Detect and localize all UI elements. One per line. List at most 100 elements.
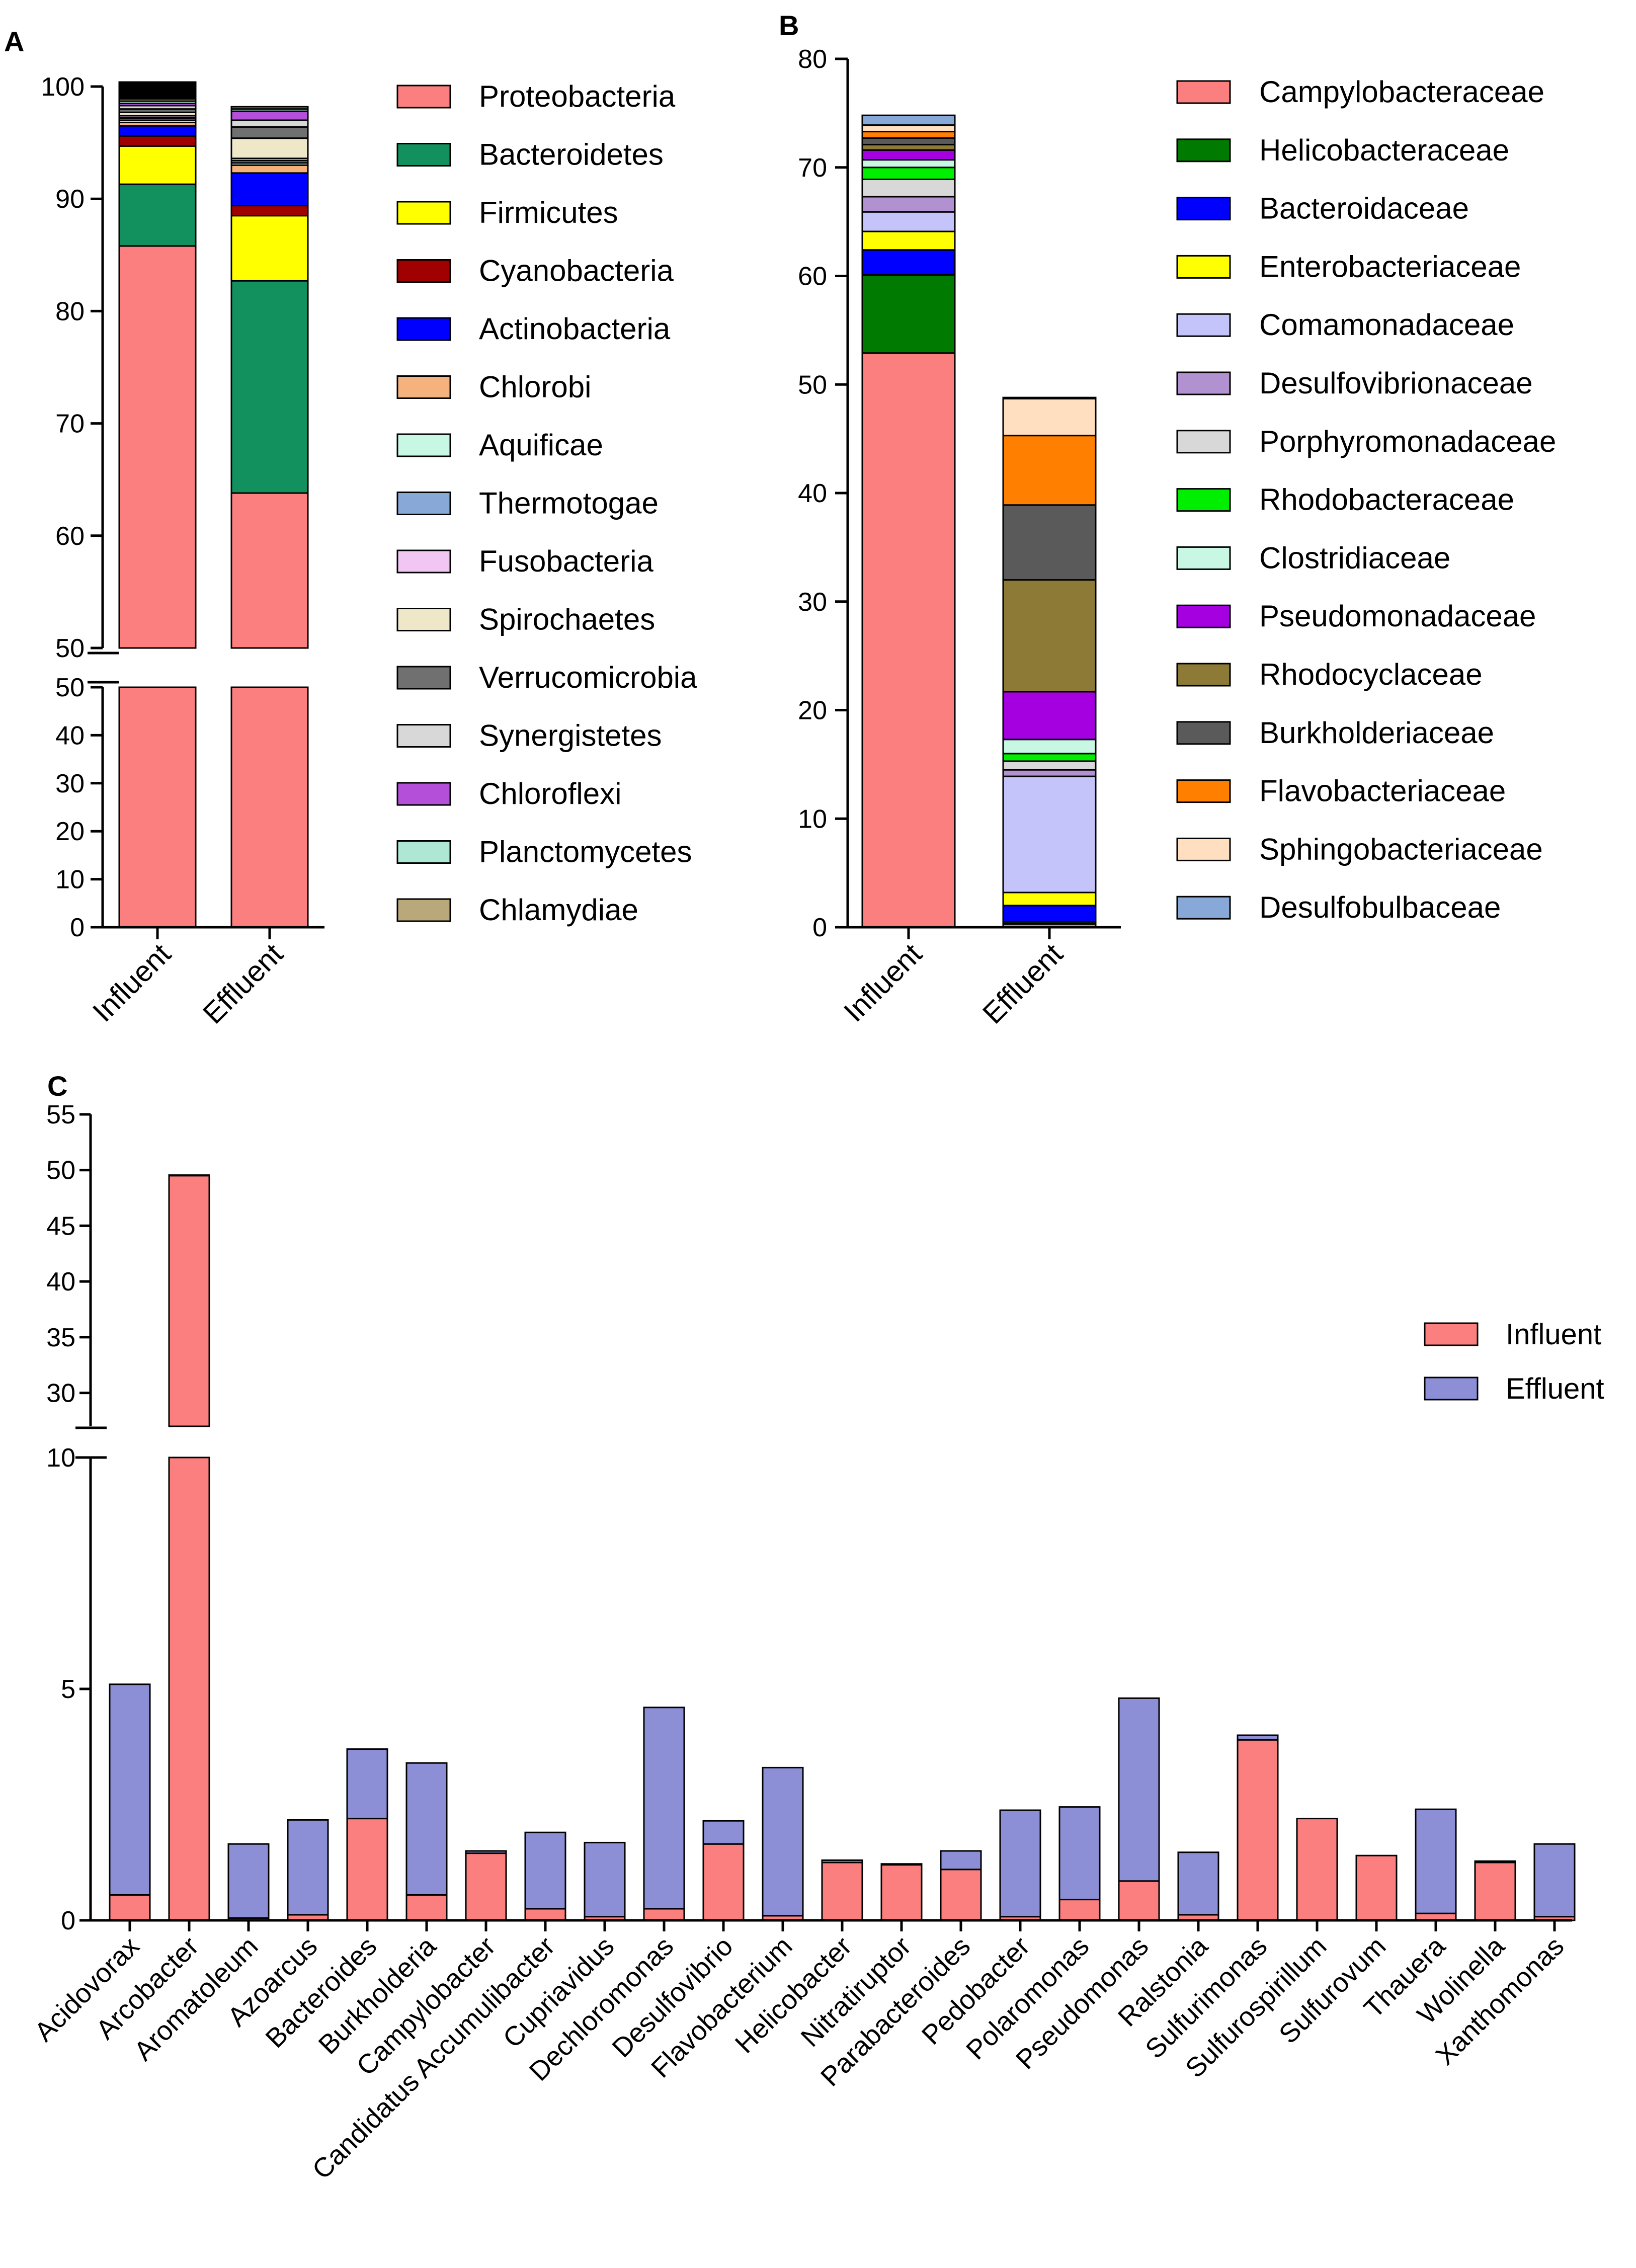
legend-swatch-a — [396, 317, 451, 341]
y-tick-label: 80 — [798, 45, 827, 74]
legend-label-a: Cyanobacteria — [479, 254, 674, 288]
y-tick-label-lower: 50 — [55, 673, 85, 702]
y-tick-label-lower: 20 — [55, 817, 85, 846]
bar-c-bacteroides-influent-lower — [346, 1818, 388, 1921]
bar-c-sulfurimonas-effluent-lower — [1237, 1734, 1279, 1741]
y-tick-label: 40 — [798, 479, 827, 508]
bar-c-campylobacter-influent-lower — [465, 1852, 507, 1921]
bar-c-parabacteroides-influent-lower — [940, 1869, 982, 1921]
legend-label-a: Bacteroidetes — [479, 138, 664, 172]
y-tick-label-upper: 60 — [55, 522, 85, 551]
bar-b-influent-comamonadaceae — [861, 211, 956, 232]
legend-swatch-b — [1176, 721, 1231, 745]
bar-c-dechloromonas-effluent-lower — [643, 1707, 685, 1910]
bar-b-influent-campylobacteraceae — [861, 352, 956, 928]
legend-label-b: Enterobacteriaceae — [1259, 250, 1521, 283]
bar-c-desulfovibrio-influent-lower — [702, 1843, 745, 1921]
bar-b-effluent-desulfobulbaceae — [1002, 396, 1097, 399]
bar-a-effluent-chlamydiae-upper — [230, 106, 309, 110]
legend-swatch-b — [1176, 837, 1231, 861]
y-tick-label-upper: 80 — [55, 297, 85, 326]
legend-swatch-a — [396, 549, 451, 574]
y-tick-label-upper: 50 — [55, 634, 85, 663]
legend-label-b: Bacteroidaceae — [1259, 192, 1469, 225]
legend-label-a: Thermotogae — [479, 487, 659, 520]
bar-b-effluent-desulfovibrionaceae — [1002, 769, 1097, 777]
y-tick-label: 70 — [798, 153, 827, 183]
bar-b-influent-porphyromonadaceae — [861, 178, 956, 198]
bar-c-polaromonas-influent-lower — [1058, 1899, 1101, 1921]
bar-c-bacteroides-effluent-lower — [346, 1748, 388, 1820]
bar-b-influent-enterobacteriaceae — [861, 230, 956, 251]
bar-a-influent-proteobacteria-lower — [118, 686, 197, 928]
legend-swatch-a — [396, 608, 451, 631]
bar-c-arcobacter-influent-upper — [168, 1175, 210, 1427]
bar-a-influent-actinobacteria-upper — [118, 125, 197, 137]
legend-label-a: Actinobacteria — [479, 312, 671, 346]
legend-swatch-b — [1176, 371, 1231, 395]
axis-break-gap — [70, 1428, 252, 1456]
y-tick-label: 20 — [798, 696, 827, 725]
bar-c-pedobacter-effluent-lower — [999, 1809, 1041, 1918]
bar-c-sulfurovum-influent-lower — [1355, 1854, 1398, 1921]
bar-c-candidatus-accumulibacter-effluent-lower — [524, 1831, 566, 1910]
y-tick-label-lower: 5 — [61, 1675, 75, 1704]
legend-swatch-a — [396, 85, 451, 109]
bar-c-thauera-effluent-lower — [1415, 1808, 1457, 1914]
bar-a-influent-proteobacteria-upper — [118, 245, 197, 649]
y-tick-label-upper: 100 — [41, 72, 85, 102]
y-tick-label-upper: 50 — [46, 1156, 75, 1185]
legend-swatch-a — [396, 666, 451, 690]
legend-label-a: Synergistetes — [479, 719, 662, 753]
bar-c-helicobacter-effluent-lower — [821, 1859, 863, 1864]
bar-c-burkholderia-influent-lower — [405, 1894, 448, 1921]
bar-c-wolinella-effluent-lower — [1474, 1860, 1516, 1864]
panel-label-c: C — [47, 1070, 67, 1102]
y-tick-label: 50 — [798, 370, 827, 399]
bar-c-nitratiruptor-effluent-lower — [880, 1863, 923, 1866]
legend-label-b: Rhodobacteraceae — [1259, 483, 1514, 517]
panel-label-a: A — [4, 26, 24, 57]
bar-c-wolinella-influent-lower — [1474, 1861, 1516, 1921]
y-tick-label-lower: 0 — [70, 913, 85, 942]
bar-b-effluent-rhodobacteraceae — [1002, 753, 1097, 762]
y-tick-label-upper: 35 — [46, 1323, 75, 1352]
legend-swatch-a — [396, 782, 451, 806]
bar-a-effluent-proteobacteria-lower — [230, 686, 309, 928]
panel-a-chart: 50 60 70 80 90 100 0 10 20 30 40 50 Influent Effluent… — [41, 72, 697, 1030]
bar-c-campylobacter-effluent-lower — [465, 1850, 507, 1854]
legend-swatch-b — [1176, 663, 1231, 687]
bar-c-desulfovibrio-effluent-lower — [702, 1820, 745, 1845]
bar-a-effluent-chlorobi-upper — [230, 164, 309, 174]
x-tick-label: Influent — [87, 937, 178, 1028]
legend-label-b: Rhodocyclaceae — [1259, 658, 1483, 691]
legend-label-a: Fusobacteria — [479, 544, 653, 578]
x-tick-label: Effluent — [197, 937, 289, 1030]
bar-a-influent-other-upper — [118, 81, 197, 100]
bar-b-effluent-flavobacteriaceae — [1002, 435, 1097, 506]
y-tick-label-upper: 90 — [55, 185, 85, 214]
bar-c-arcobacter-influent-lower — [168, 1456, 210, 1921]
bar-c-arcobacter-effluent-upper — [168, 1174, 210, 1177]
y-tick-label-lower: 0 — [61, 1906, 75, 1935]
bar-a-effluent-spirochaetes-upper — [230, 137, 309, 159]
legend-label-c: Influent — [1506, 1318, 1601, 1351]
y-tick-label: 60 — [798, 262, 827, 291]
legend-swatch-b — [1176, 430, 1231, 454]
bar-b-influent-sphingobacteriaceae — [861, 124, 956, 133]
legend-label-b: Clostridiaceae — [1259, 541, 1450, 575]
legend-label-b: Porphyromonadaceae — [1259, 425, 1556, 458]
legend-swatch-a — [396, 433, 451, 457]
bar-b-effluent-pseudomonadaceae — [1002, 691, 1097, 741]
bar-b-influent-burkholderiaceae — [861, 137, 956, 145]
legend-label-a: Planctomycetes — [479, 835, 692, 869]
x-tick-label: Effluent — [976, 937, 1069, 1030]
legend-swatch-a — [396, 840, 451, 864]
legend-label-b: Campylobacteraceae — [1259, 75, 1544, 109]
legend-swatch-b — [1176, 197, 1231, 221]
bar-c-pseudomonas-effluent-lower — [1118, 1697, 1160, 1882]
y-tick-label: 30 — [798, 588, 827, 617]
bar-c-nitratiruptor-influent-lower — [880, 1864, 923, 1921]
legend-swatch-b — [1176, 546, 1231, 570]
